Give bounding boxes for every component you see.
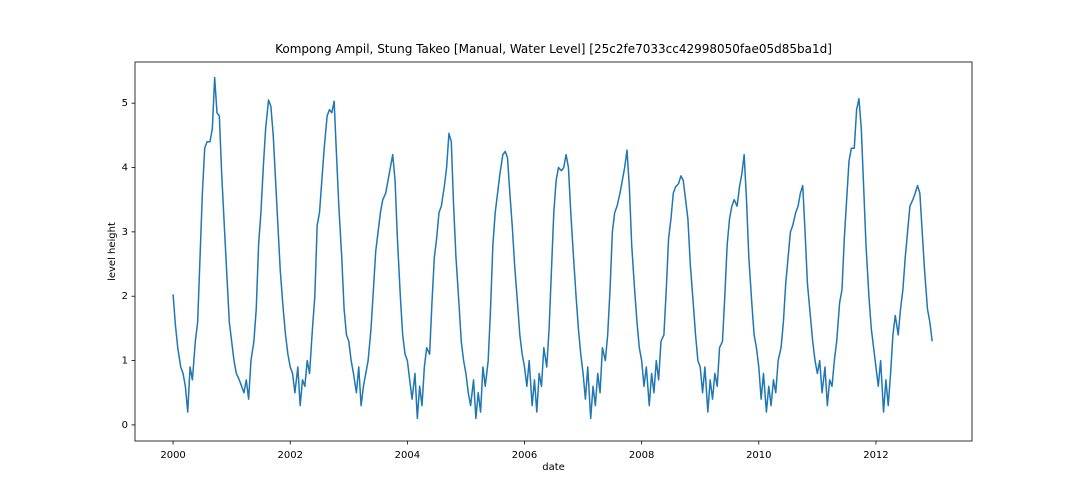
- plot-frame: [134, 61, 973, 442]
- y-tick-label: 1: [122, 356, 128, 367]
- x-axis-label: date: [542, 462, 565, 473]
- y-tick-label: 3: [122, 227, 128, 238]
- x-tick-label: 2006: [512, 450, 537, 461]
- y-tick-label: 2: [122, 291, 128, 302]
- y-tick-label: 0: [122, 420, 128, 431]
- y-tick-label: 5: [122, 98, 128, 109]
- x-tick-label: 2004: [395, 450, 420, 461]
- x-tick-label: 2000: [160, 450, 185, 461]
- chart-title: Kompong Ampil, Stung Takeo [Manual, Wate…: [275, 42, 832, 56]
- x-tick-label: 2012: [863, 450, 888, 461]
- x-tick-label: 2008: [629, 450, 654, 461]
- y-axis-label: level height: [107, 222, 118, 281]
- data-line: [172, 76, 933, 420]
- x-tick-label: 2010: [746, 450, 771, 461]
- x-tick-label: 2002: [277, 450, 302, 461]
- y-tick-label: 4: [122, 163, 128, 174]
